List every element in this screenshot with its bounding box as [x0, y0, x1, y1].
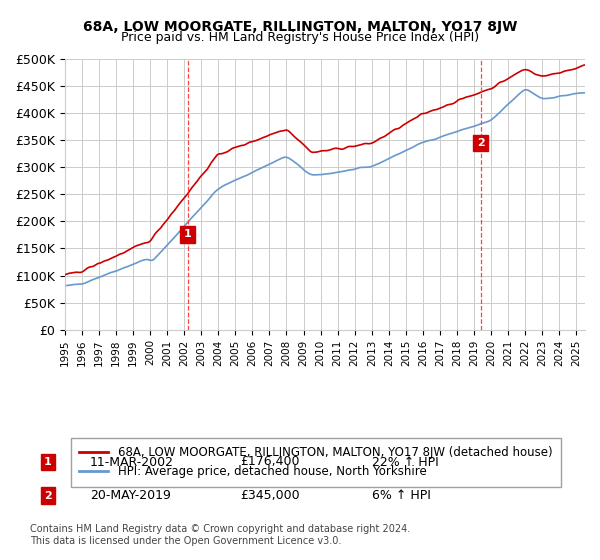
Legend: 68A, LOW MOORGATE, RILLINGTON, MALTON, YO17 8JW (detached house), HPI: Average p: 68A, LOW MOORGATE, RILLINGTON, MALTON, Y…	[71, 438, 561, 487]
Text: 22% ↑ HPI: 22% ↑ HPI	[372, 455, 439, 469]
Text: 11-MAR-2002: 11-MAR-2002	[90, 455, 174, 469]
Text: £345,000: £345,000	[240, 489, 299, 502]
Text: Contains HM Land Registry data © Crown copyright and database right 2024.
This d: Contains HM Land Registry data © Crown c…	[30, 524, 410, 546]
Text: 20-MAY-2019: 20-MAY-2019	[90, 489, 171, 502]
Text: 1: 1	[44, 457, 52, 467]
Text: 2: 2	[44, 491, 52, 501]
Text: 6% ↑ HPI: 6% ↑ HPI	[372, 489, 431, 502]
Text: 68A, LOW MOORGATE, RILLINGTON, MALTON, YO17 8JW: 68A, LOW MOORGATE, RILLINGTON, MALTON, Y…	[83, 20, 517, 34]
Text: £176,400: £176,400	[240, 455, 299, 469]
Text: 2: 2	[477, 138, 484, 148]
Text: 1: 1	[184, 229, 191, 239]
Text: Price paid vs. HM Land Registry's House Price Index (HPI): Price paid vs. HM Land Registry's House …	[121, 31, 479, 44]
